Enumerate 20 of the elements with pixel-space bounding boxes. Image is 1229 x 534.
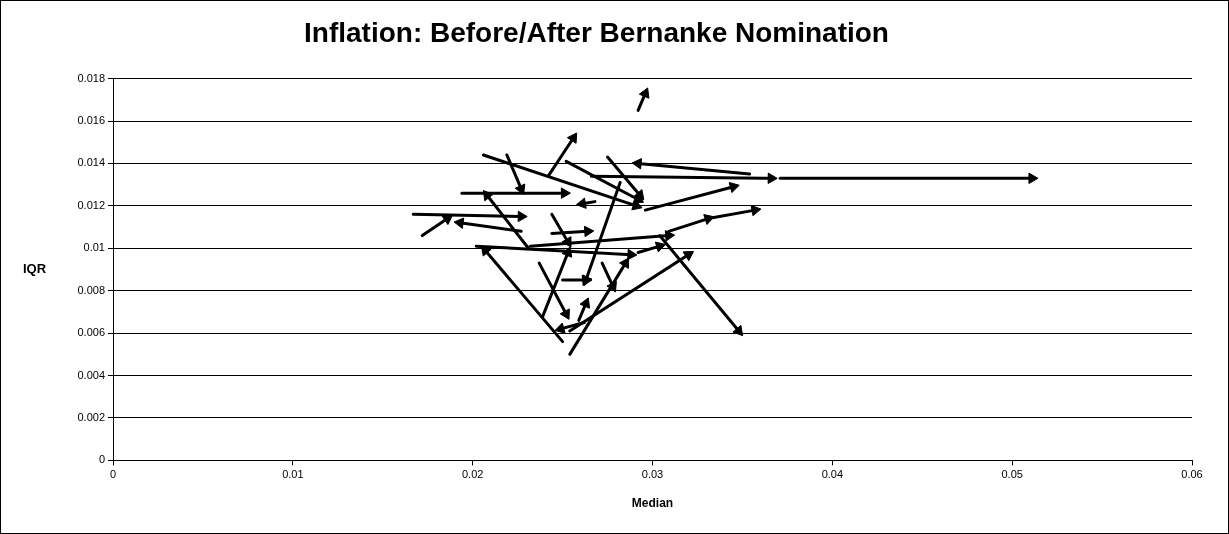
x-tick-label: 0.03 — [641, 468, 664, 481]
y-tick-label: 0.006 — [77, 326, 105, 339]
x-tick-label: 0.05 — [1001, 468, 1023, 481]
x-tick-label: 0 — [109, 468, 117, 481]
y-tick-label: 0.002 — [77, 411, 105, 424]
y-tick-label: 0.01 — [83, 241, 105, 254]
x-axis-title: Median — [631, 496, 674, 511]
y-tick-label: 0.012 — [77, 198, 105, 211]
chart-title: Inflation: Before/After Bernanke Nomination — [304, 16, 889, 48]
y-tick-label: 0.008 — [77, 283, 105, 296]
x-tick-label: 0.02 — [461, 468, 484, 481]
y-tick-label: 0.018 — [77, 71, 105, 84]
x-tick-label: 0.04 — [821, 468, 844, 481]
y-tick-label: 0.014 — [77, 156, 105, 169]
y-tick-label: 0.016 — [77, 114, 105, 127]
x-tick-label: 0.06 — [1181, 468, 1203, 481]
y-tick-label: 0.004 — [77, 368, 105, 381]
x-tick-label: 0.01 — [282, 468, 304, 481]
y-axis-title: IQR — [23, 261, 47, 277]
y-tick-label: 0 — [98, 453, 105, 466]
